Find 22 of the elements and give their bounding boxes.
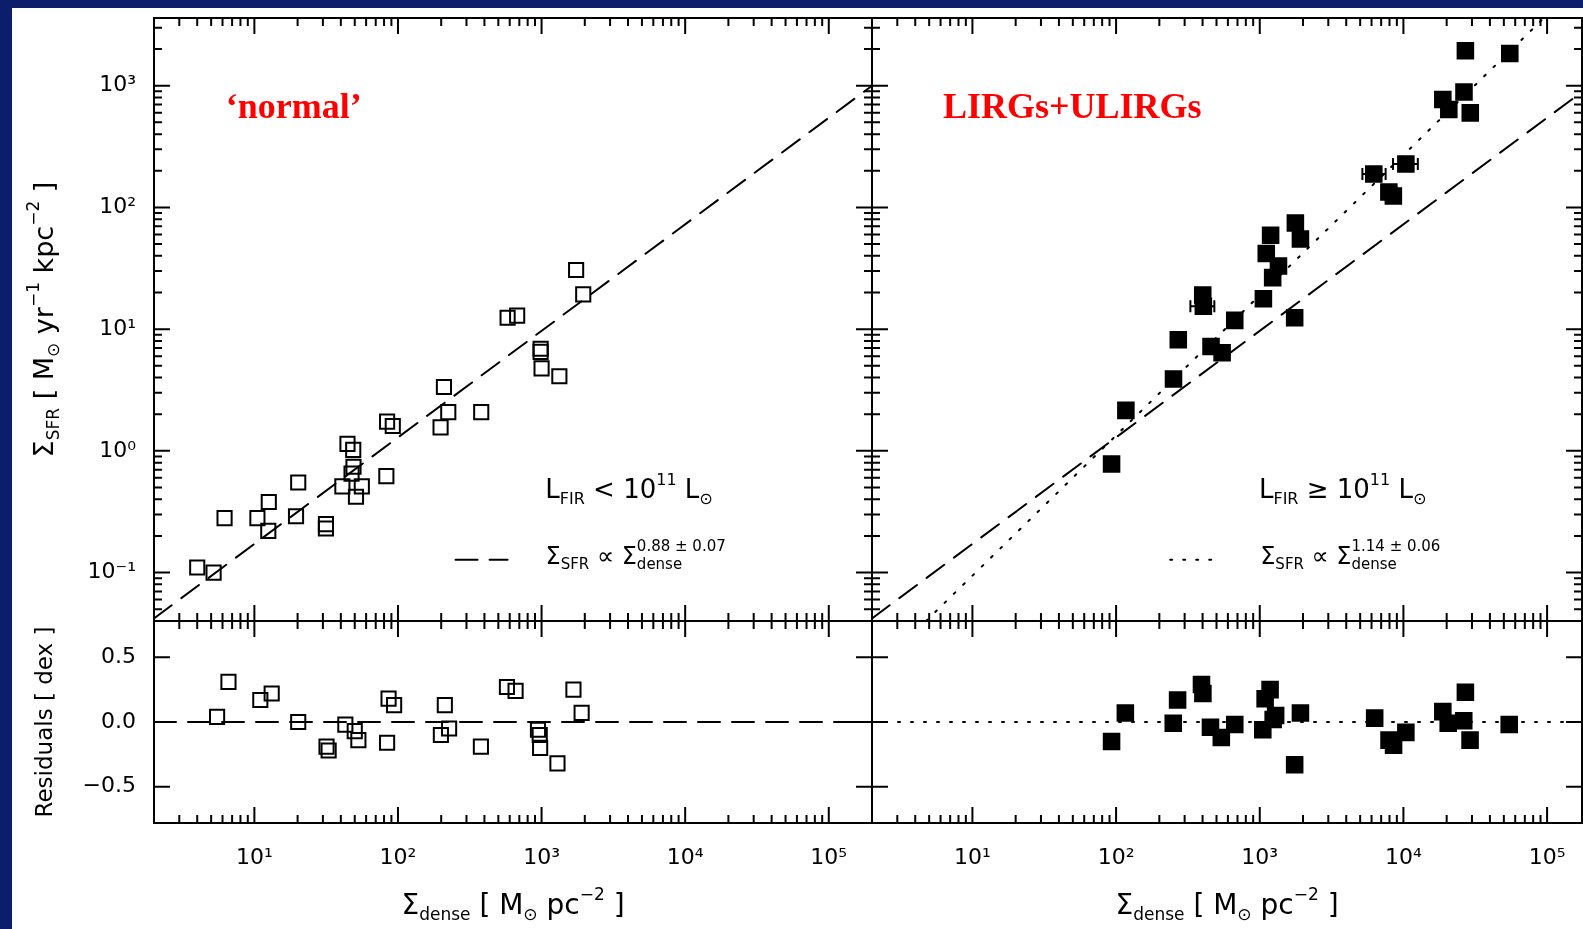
x-tick-label: 10²	[1097, 843, 1135, 869]
x-tick-label: 10⁴	[666, 843, 704, 869]
y-tick-label: −0.5	[82, 772, 136, 798]
x-tick-label: 10³	[523, 843, 560, 869]
y-tick-label: 10²	[99, 193, 136, 219]
x-tick-label: 10¹	[954, 843, 991, 869]
y-tick-label: 10³	[99, 71, 136, 97]
x-tick-label: 10⁵	[810, 843, 848, 869]
y-tick-label: 0.0	[101, 707, 136, 733]
x-tick-label: 10²	[379, 843, 417, 869]
y-tick-label: 0.5	[101, 642, 136, 668]
y-tick-label: 10¹	[99, 314, 136, 340]
y-tick-label: 10⁰	[99, 436, 137, 462]
y-axis-title: Residuals [ dex ]	[30, 626, 57, 818]
x-tick-label: 10³	[1241, 843, 1279, 869]
x-tick-label: 10⁵	[1528, 843, 1566, 869]
y-tick-label: 10⁻¹	[87, 558, 136, 584]
text: ΣSFR [ M⊙ yr−1 kpc−2 ]	[23, 181, 64, 458]
text: LIRGs+ULIRGs	[943, 85, 1202, 126]
text: ‘normal’	[225, 85, 362, 126]
x-tick-label: 10⁴	[1385, 843, 1422, 869]
x-tick-label: 10¹	[235, 843, 273, 869]
